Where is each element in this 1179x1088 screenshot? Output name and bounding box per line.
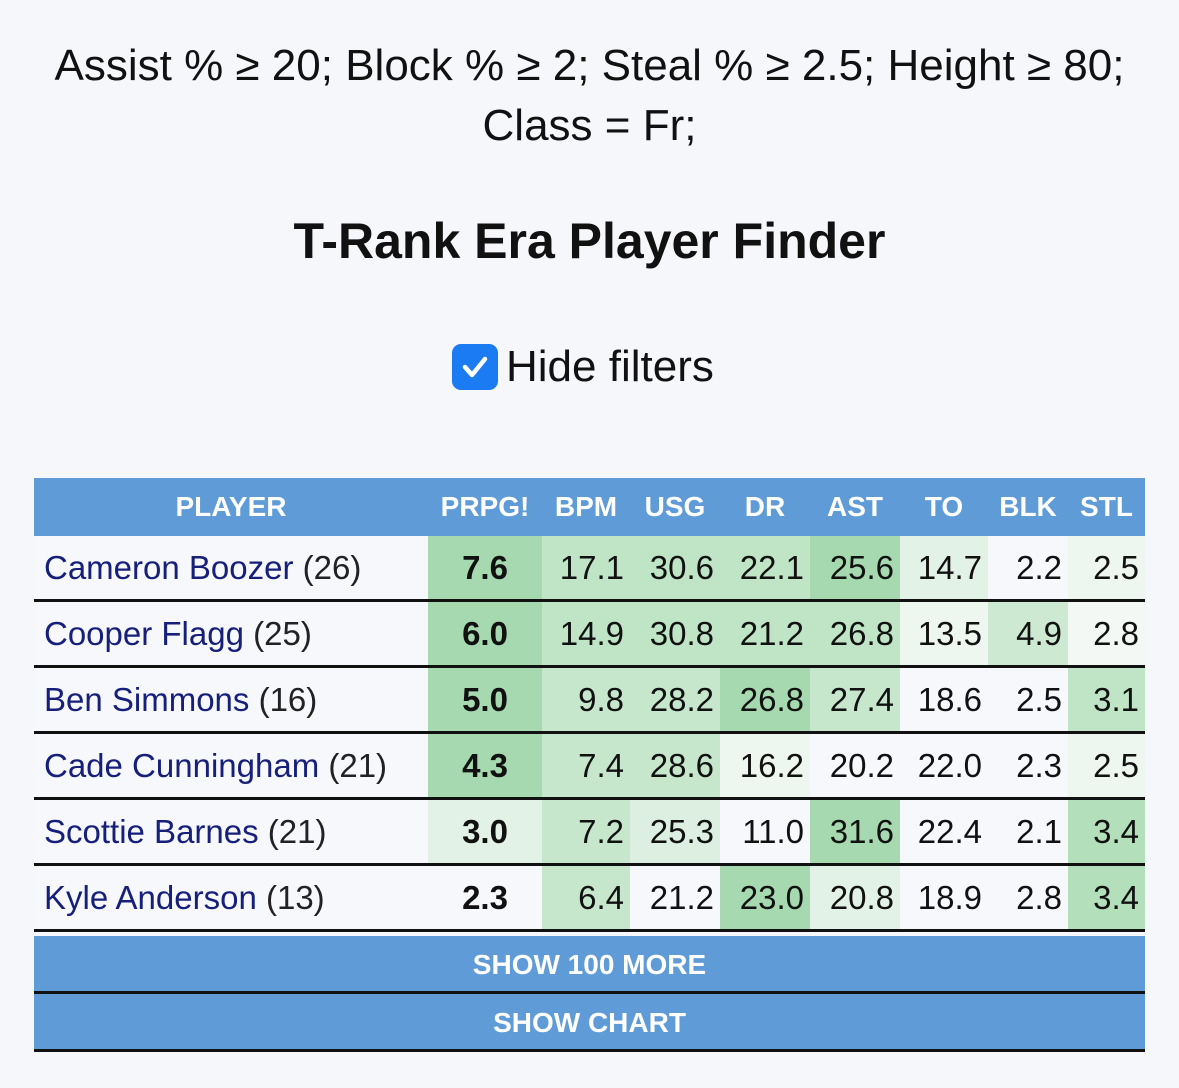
- stat-cell: 2.5: [1068, 732, 1145, 800]
- stat-cell: 25.6: [810, 536, 900, 602]
- player-cell: Cade Cunningham (21): [34, 732, 428, 800]
- checkbox-label: Hide filters: [506, 342, 714, 391]
- column-header[interactable]: TO: [900, 478, 988, 536]
- stat-cell: 2.8: [988, 864, 1068, 932]
- stat-cell: 2.3: [428, 864, 542, 932]
- player-rank: (16): [258, 680, 318, 718]
- stat-cell: 14.9: [542, 600, 630, 668]
- player-name[interactable]: Cooper Flagg: [44, 614, 244, 652]
- stat-cell: 3.4: [1068, 864, 1145, 932]
- stat-cell: 20.8: [810, 864, 900, 932]
- stat-cell: 9.8: [542, 666, 630, 734]
- stat-cell: 28.6: [630, 732, 720, 800]
- stat-cell: 30.8: [630, 600, 720, 668]
- stat-cell: 16.2: [720, 732, 810, 800]
- stat-cell: 2.3: [988, 732, 1068, 800]
- filter-line: Assist % ≥ 20; Block % ≥ 2; Steal % ≥ 2.…: [54, 41, 1125, 90]
- column-header[interactable]: AST: [810, 478, 900, 536]
- stat-cell: 28.2: [630, 666, 720, 734]
- checkbox[interactable]: [452, 344, 498, 390]
- player-cell: Kyle Anderson (13): [34, 864, 428, 932]
- show-more-button[interactable]: SHOW 100 MORE: [34, 936, 1145, 994]
- column-header[interactable]: DR: [720, 478, 810, 536]
- stat-cell: 30.6: [630, 536, 720, 602]
- stat-cell: 22.1: [720, 536, 810, 602]
- stat-cell: 7.2: [542, 798, 630, 866]
- stat-cell: 6.4: [542, 864, 630, 932]
- stat-cell: 7.4: [542, 732, 630, 800]
- stat-cell: 20.2: [810, 732, 900, 800]
- stat-cell: 5.0: [428, 666, 542, 734]
- stat-cell: 2.1: [988, 798, 1068, 866]
- stat-cell: 21.2: [720, 600, 810, 668]
- stat-cell: 22.0: [900, 732, 988, 800]
- player-name[interactable]: Kyle Anderson: [44, 878, 257, 916]
- player-name[interactable]: Cade Cunningham: [44, 746, 320, 784]
- check-mark: [462, 356, 488, 378]
- stat-cell: 2.5: [1068, 536, 1145, 602]
- stat-cell: 2.2: [988, 536, 1068, 602]
- stat-cell: 4.9: [988, 600, 1068, 668]
- column-header[interactable]: PRPG!: [428, 478, 542, 536]
- player-rank: (13): [265, 878, 325, 916]
- stat-cell: 26.8: [810, 600, 900, 668]
- player-name[interactable]: Cameron Boozer: [44, 548, 294, 586]
- player-rank: (25): [253, 614, 312, 652]
- stat-cell: 6.0: [428, 600, 542, 668]
- player-cell: Cooper Flagg (25): [34, 600, 428, 668]
- filter-line: Class = Fr;: [482, 101, 697, 150]
- player-table: PLAYER PRPG! BPM USG DR AST TO BLK STL Cameron B…: [34, 478, 1145, 932]
- stat-cell: 22.4: [900, 798, 988, 866]
- player-cell: Ben Simmons (16): [34, 666, 428, 734]
- hide-filters-toggle[interactable]: Hide filters: [452, 342, 714, 392]
- player-rank: (21): [267, 812, 327, 850]
- stat-cell: 23.0: [720, 864, 810, 932]
- player-cell: Cameron Boozer (26): [34, 536, 428, 602]
- column-header[interactable]: STL: [1068, 478, 1145, 536]
- stat-cell: 26.8: [720, 666, 810, 734]
- stat-cell: 11.0: [720, 798, 810, 866]
- player-name[interactable]: Scottie Barnes: [44, 812, 259, 850]
- filter-summary: Assist % ≥ 20; Block % ≥ 2; Steal % ≥ 2.…: [0, 36, 1179, 156]
- player-row: Cooper Flagg (25) 6.0 14.9 30.8 21.2 26.8 13.5…: [34, 600, 1145, 668]
- stat-cell: 3.4: [1068, 798, 1145, 866]
- stat-cell: 18.6: [900, 666, 988, 734]
- column-header[interactable]: USG: [630, 478, 720, 536]
- player-cell: Scottie Barnes (21): [34, 798, 428, 866]
- player-row: Cameron Boozer (26) 7.6 17.1 30.6 22.1 25.6 14…: [34, 536, 1145, 602]
- column-header[interactable]: PLAYER: [34, 478, 428, 536]
- stat-cell: 14.7: [900, 536, 988, 602]
- stat-cell: 18.9: [900, 864, 988, 932]
- player-row: Scottie Barnes (21) 3.0 7.2 25.3 11.0 31.6 22.…: [34, 798, 1145, 866]
- player-row: Kyle Anderson (13) 2.3 6.4 21.2 23.0 20.8 18.9…: [34, 864, 1145, 932]
- stat-cell: 7.6: [428, 536, 542, 602]
- player-name[interactable]: Ben Simmons: [44, 680, 250, 718]
- stat-cell: 3.1: [1068, 666, 1145, 734]
- player-rank: (21): [328, 746, 388, 784]
- player-rank: (26): [302, 548, 362, 586]
- column-header[interactable]: BLK: [988, 478, 1068, 536]
- player-row: Ben Simmons (16) 5.0 9.8 28.2 26.8 27.4 18.6 2.…: [34, 666, 1145, 734]
- player-row: Cade Cunningham (21) 4.3 7.4 28.6 16.2 20.2 22…: [34, 732, 1145, 800]
- column-header[interactable]: BPM: [542, 478, 630, 536]
- stat-cell: 25.3: [630, 798, 720, 866]
- stat-cell: 31.6: [810, 798, 900, 866]
- stat-cell: 27.4: [810, 666, 900, 734]
- page-title: T-Rank Era Player Finder: [293, 213, 886, 269]
- stat-cell: 3.0: [428, 798, 542, 866]
- stat-cell: 4.3: [428, 732, 542, 800]
- stat-cell: 2.8: [1068, 600, 1145, 668]
- stat-cell: 2.5: [988, 666, 1068, 734]
- stat-cell: 21.2: [630, 864, 720, 932]
- show-chart-button[interactable]: SHOW CHART: [34, 994, 1145, 1052]
- stat-cell: 17.1: [542, 536, 630, 602]
- stat-cell: 13.5: [900, 600, 988, 668]
